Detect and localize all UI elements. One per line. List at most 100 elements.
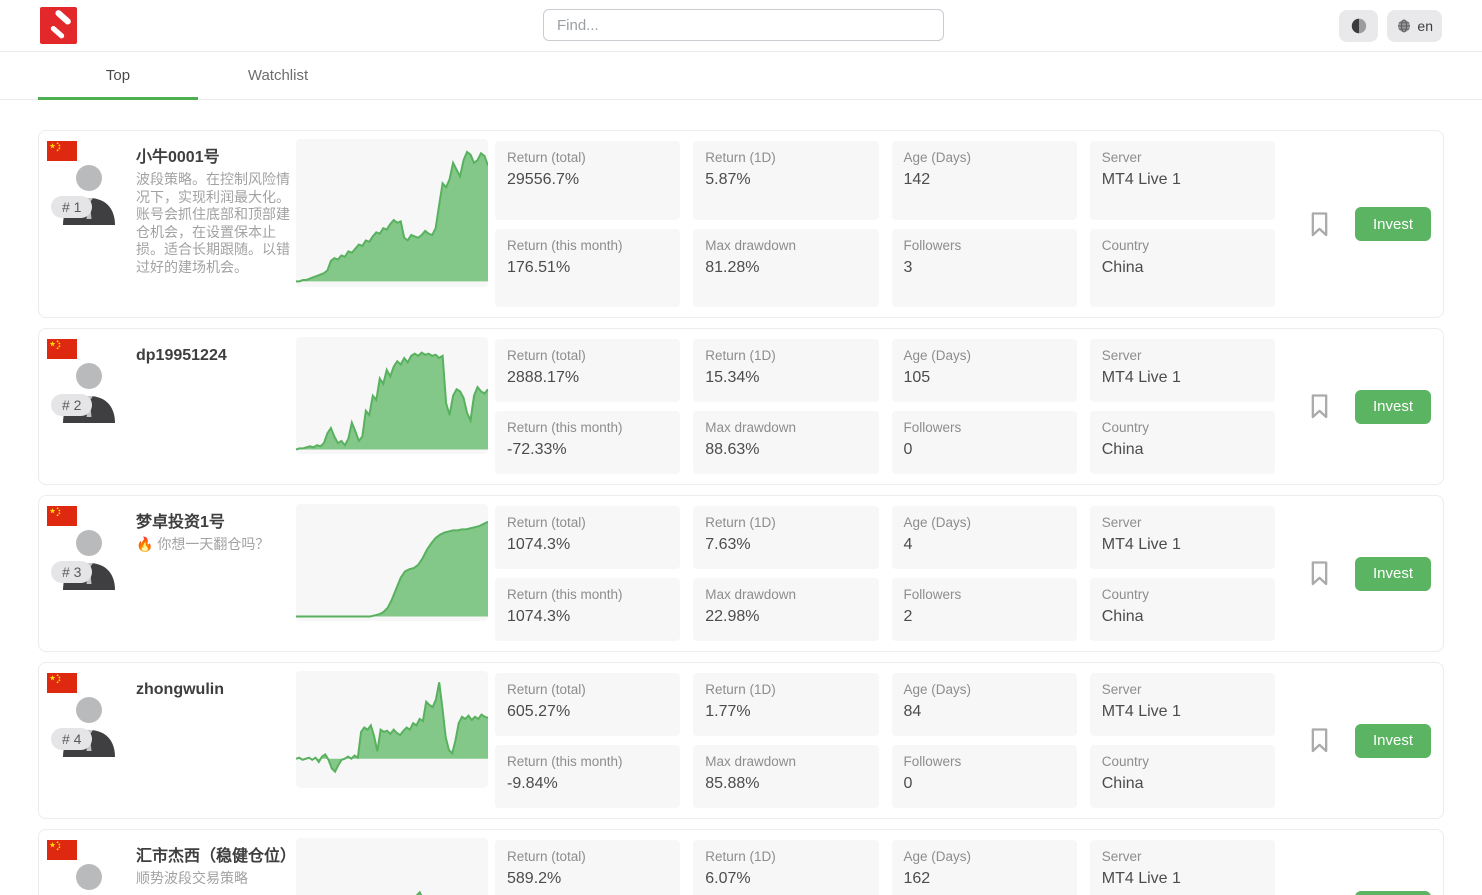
invest-button[interactable]: Invest: [1355, 723, 1431, 758]
china-flag-icon: [47, 141, 77, 161]
stat-server: Server MT4 Live 1: [1089, 673, 1275, 736]
stats-grid: Return (total) 589.2% Return (1D) 6.07% …: [495, 840, 1275, 895]
trader-identity: 小牛0001号 波段策略。在控制风险情况下，实现利润最大化。账号会抓住底部和顶部…: [136, 137, 290, 276]
performance-chart: [296, 139, 488, 287]
china-flag-icon: [47, 506, 77, 526]
stat-return-total: Return (total) 2888.17%: [495, 339, 681, 402]
tab-bar: Top Watchlist: [0, 52, 1482, 100]
bookmark-icon[interactable]: [1309, 211, 1330, 238]
chart-line: [296, 522, 488, 617]
bookmark-icon[interactable]: [1309, 560, 1330, 587]
stat-return-total: Return (total) 605.27%: [495, 673, 681, 736]
card-actions: Invest: [1285, 502, 1437, 645]
trader-description: 顺势波段交易策略: [136, 870, 248, 886]
trader-name: zhongwulin: [136, 681, 224, 698]
stat-followers: Followers 0: [891, 745, 1077, 808]
language-label: en: [1417, 17, 1433, 34]
stat-server: Server MT4 Live 1: [1089, 506, 1275, 569]
tab-top[interactable]: Top: [38, 52, 198, 100]
trader-name: dp19951224: [136, 347, 227, 364]
card-actions: Invest: [1285, 137, 1437, 311]
stat-followers: Followers 2: [891, 578, 1077, 641]
invest-button[interactable]: Invest: [1355, 890, 1431, 895]
stat-server: Server MT4 Live 1: [1089, 840, 1275, 895]
trader-profile: # 4 zhongwulin: [45, 669, 296, 812]
stats-grid: Return (total) 1074.3% Return (1D) 7.63%…: [495, 506, 1275, 641]
chart-area: [296, 151, 488, 282]
trader-name: 小牛0001号: [136, 149, 220, 166]
stat-return-1d: Return (1D) 1.77%: [693, 673, 879, 736]
stat-country: Country China: [1089, 578, 1275, 641]
theme-toggle-button[interactable]: [1339, 9, 1379, 42]
stat-followers: Followers 0: [891, 411, 1077, 474]
stat-return-month: Return (this month) -72.33%: [495, 411, 681, 474]
bookmark-icon[interactable]: [1309, 393, 1330, 420]
chart-line: [296, 152, 488, 281]
trader-identity: zhongwulin: [136, 669, 290, 700]
card-actions: Invest: [1285, 669, 1437, 812]
bookmark-icon[interactable]: [1309, 727, 1330, 754]
trader-profile: # 3 梦卓投资1号 🔥 你想一天翻仓吗？: [45, 502, 296, 645]
stat-server: Server MT4 Live 1: [1089, 339, 1275, 402]
invest-button[interactable]: Invest: [1355, 207, 1431, 241]
stat-return-total: Return (total) 589.2%: [495, 840, 681, 895]
search-input[interactable]: [543, 9, 944, 41]
stat-max-drawdown: Max drawdown 88.63%: [693, 411, 879, 474]
stat-followers: Followers 3: [891, 228, 1077, 307]
trader-description: 波段策略。在控制风险情况下，实现利润最大化。账号会抓住底部和顶部建仓机会，在设置…: [136, 171, 290, 275]
tab-watchlist-label: Watchlist: [247, 67, 309, 84]
stat-max-drawdown: Max drawdown 85.88%: [693, 745, 879, 808]
rank-badge: # 3: [51, 561, 93, 583]
trader-name: 汇市杰西（稳健仓位）: [136, 848, 297, 865]
trader-card: # 4 zhongwulin Return (total) 605.27% Re…: [38, 662, 1444, 819]
avatar: [76, 864, 102, 890]
trader-card: # 2 dp19951224 Return (total) 2888.17% R…: [38, 328, 1444, 485]
invest-button[interactable]: Invest: [1355, 556, 1431, 591]
stat-server: Server MT4 Live 1: [1089, 141, 1275, 220]
trader-identity: 汇市杰西（稳健仓位） 顺势波段交易策略: [136, 836, 297, 888]
trader-identity: dp19951224: [136, 335, 290, 366]
performance-chart: [296, 671, 488, 788]
stat-return-1d: Return (1D) 6.07%: [693, 840, 879, 895]
tab-top-label: Top: [105, 67, 131, 84]
chart-line: [296, 682, 488, 771]
stat-return-1d: Return (1D) 7.63%: [693, 506, 879, 569]
stat-country: Country China: [1089, 411, 1275, 474]
brand-logo-icon: [40, 7, 77, 44]
stats-grid: Return (total) 605.27% Return (1D) 1.77%…: [495, 673, 1275, 808]
performance-chart: [296, 504, 488, 621]
chart-area: [296, 352, 488, 450]
stat-return-month: Return (this month) -9.84%: [495, 745, 681, 808]
stat-return-total: Return (total) 1074.3%: [495, 506, 681, 569]
china-flag-icon: [47, 840, 77, 860]
stats-grid: Return (total) 29556.7% Return (1D) 5.87…: [495, 141, 1275, 307]
stat-max-drawdown: Max drawdown 81.28%: [693, 228, 879, 307]
card-actions: Invest: [1285, 836, 1437, 895]
trader-card: # 1 小牛0001号 波段策略。在控制风险情况下，实现利润最大化。账号会抓住底…: [38, 130, 1444, 318]
performance-chart: [296, 838, 488, 895]
header-actions: en: [1339, 9, 1442, 42]
stat-return-1d: Return (1D) 5.87%: [693, 141, 879, 220]
language-button[interactable]: en: [1387, 9, 1442, 42]
stat-return-month: Return (this month) 1074.3%: [495, 578, 681, 641]
tab-watchlist[interactable]: Watchlist: [198, 52, 358, 99]
rank-badge: # 4: [51, 728, 93, 750]
stat-country: Country China: [1089, 228, 1275, 307]
stat-country: Country China: [1089, 745, 1275, 808]
stat-age-days: Age (Days) 105: [891, 339, 1077, 402]
china-flag-icon: [47, 673, 77, 693]
globe-icon: [1398, 19, 1411, 32]
stat-age-days: Age (Days) 84: [891, 673, 1077, 736]
trader-identity: 梦卓投资1号 🔥 你想一天翻仓吗？: [136, 502, 290, 554]
chart-area: [296, 682, 488, 772]
stat-return-month: Return (this month) 176.51%: [495, 228, 681, 307]
rank-badge: # 2: [51, 394, 93, 416]
top-bar: en: [0, 0, 1482, 52]
invest-button[interactable]: Invest: [1355, 389, 1431, 424]
chart-area: [296, 521, 488, 617]
performance-chart: [296, 337, 488, 454]
trader-description: 🔥 你想一天翻仓吗？: [136, 536, 270, 552]
stat-max-drawdown: Max drawdown 22.98%: [693, 578, 879, 641]
contrast-icon: [1351, 18, 1367, 33]
stat-age-days: Age (Days) 4: [891, 506, 1077, 569]
